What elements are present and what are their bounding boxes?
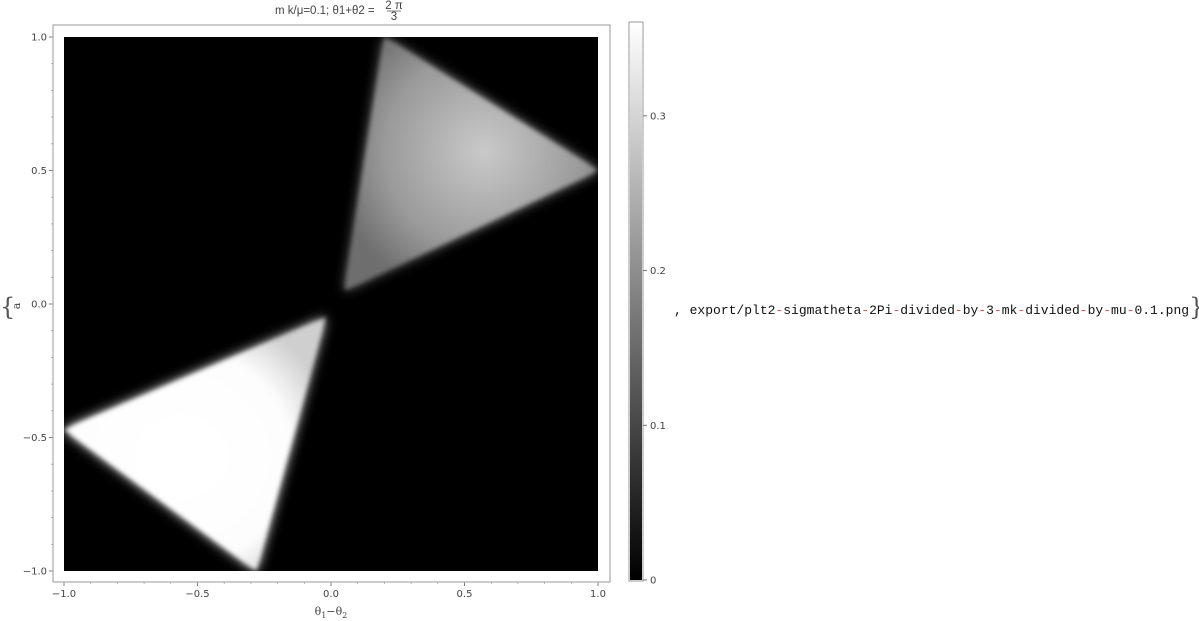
export-path-segment: 3	[986, 303, 994, 318]
colorbar-tick-label: 0	[650, 576, 656, 587]
y-tick-label: −1.0	[23, 567, 47, 578]
export-path-segment: export/plt2	[690, 303, 776, 318]
export-path-hyphen: -	[1127, 303, 1135, 318]
x-tick-label: 0.0	[323, 589, 339, 600]
export-path-hyphen: -	[955, 303, 963, 318]
export-path-hyphen: -	[1017, 303, 1025, 318]
y-axis: 1.0 0.5 0.0 −0.5 −1.0	[23, 33, 53, 578]
export-path-segment: 0.1.png	[1134, 303, 1189, 318]
heatmap-regions	[64, 37, 598, 571]
export-path-hyphen: -	[892, 303, 900, 318]
heatmap-region-lower-triangle	[64, 317, 326, 571]
chart-title: m k/μ=0.1; θ1+θ2 =	[275, 5, 375, 17]
y-axis-label: a	[10, 302, 23, 309]
open-brace: {	[0, 293, 15, 321]
export-path-segment: sigmatheta	[783, 303, 861, 318]
x-tick-label: 1.0	[590, 589, 606, 600]
export-path-separator: ,	[674, 303, 690, 318]
export-path-hyphen: -	[861, 303, 869, 318]
chart-title-fraction-numerator: 2 π	[385, 0, 403, 12]
close-brace: }	[1189, 293, 1199, 321]
export-path-hyphen: -	[775, 303, 783, 318]
export-path-segment: divided	[900, 303, 955, 318]
colorbar-axis: 0.3 0.2 0.1 0	[643, 111, 666, 587]
export-path-hyphen: -	[1080, 303, 1088, 318]
heatmap-region-upper-triangle	[344, 37, 598, 291]
colorbar-tick-label: 0.2	[650, 266, 666, 277]
x-axis-label: θ1−θ2	[315, 605, 348, 620]
export-path-hyphen: -	[1103, 303, 1111, 318]
x-axis: −1.0 −0.5 0.0 0.5 1.0	[52, 582, 606, 600]
colorbar-tick-label: 0.1	[650, 421, 666, 432]
export-path-text: , export/plt2-sigmatheta-2Pi-divided-by-…	[674, 303, 1189, 318]
y-tick-label: 1.0	[31, 33, 47, 44]
x-axis-label-minus: −	[326, 605, 335, 618]
y-tick-label: 0.0	[31, 300, 47, 311]
x-tick-label: −0.5	[185, 589, 209, 600]
x-tick-label: 0.5	[457, 589, 473, 600]
heatmap-background	[64, 37, 598, 571]
chart-title-fraction-denominator: 3	[391, 11, 397, 23]
x-axis-label-sub2: 2	[342, 611, 347, 620]
colorbar	[630, 23, 642, 580]
x-tick-label: −1.0	[52, 589, 76, 600]
export-path-segment: by	[963, 303, 979, 318]
export-path-segment: 2Pi	[869, 303, 893, 318]
export-path-segment: divided	[1025, 303, 1080, 318]
colorbar-tick-label: 0.3	[650, 111, 666, 122]
x-axis-label-theta1: θ	[315, 605, 322, 618]
export-path-hyphen: -	[994, 303, 1002, 318]
export-path-hyphen: -	[978, 303, 986, 318]
y-tick-label: 0.5	[31, 166, 47, 177]
x-axis-label-sub1: 1	[321, 611, 326, 620]
export-path-segment: by	[1088, 303, 1104, 318]
export-path-segment: mu	[1111, 303, 1127, 318]
x-axis-label-theta2: θ	[336, 605, 343, 618]
y-tick-label: −0.5	[23, 433, 47, 444]
chart-title-prefix: m k/μ=0.1; θ1+θ2 =	[275, 5, 375, 17]
export-path-segment: mk	[1002, 303, 1018, 318]
